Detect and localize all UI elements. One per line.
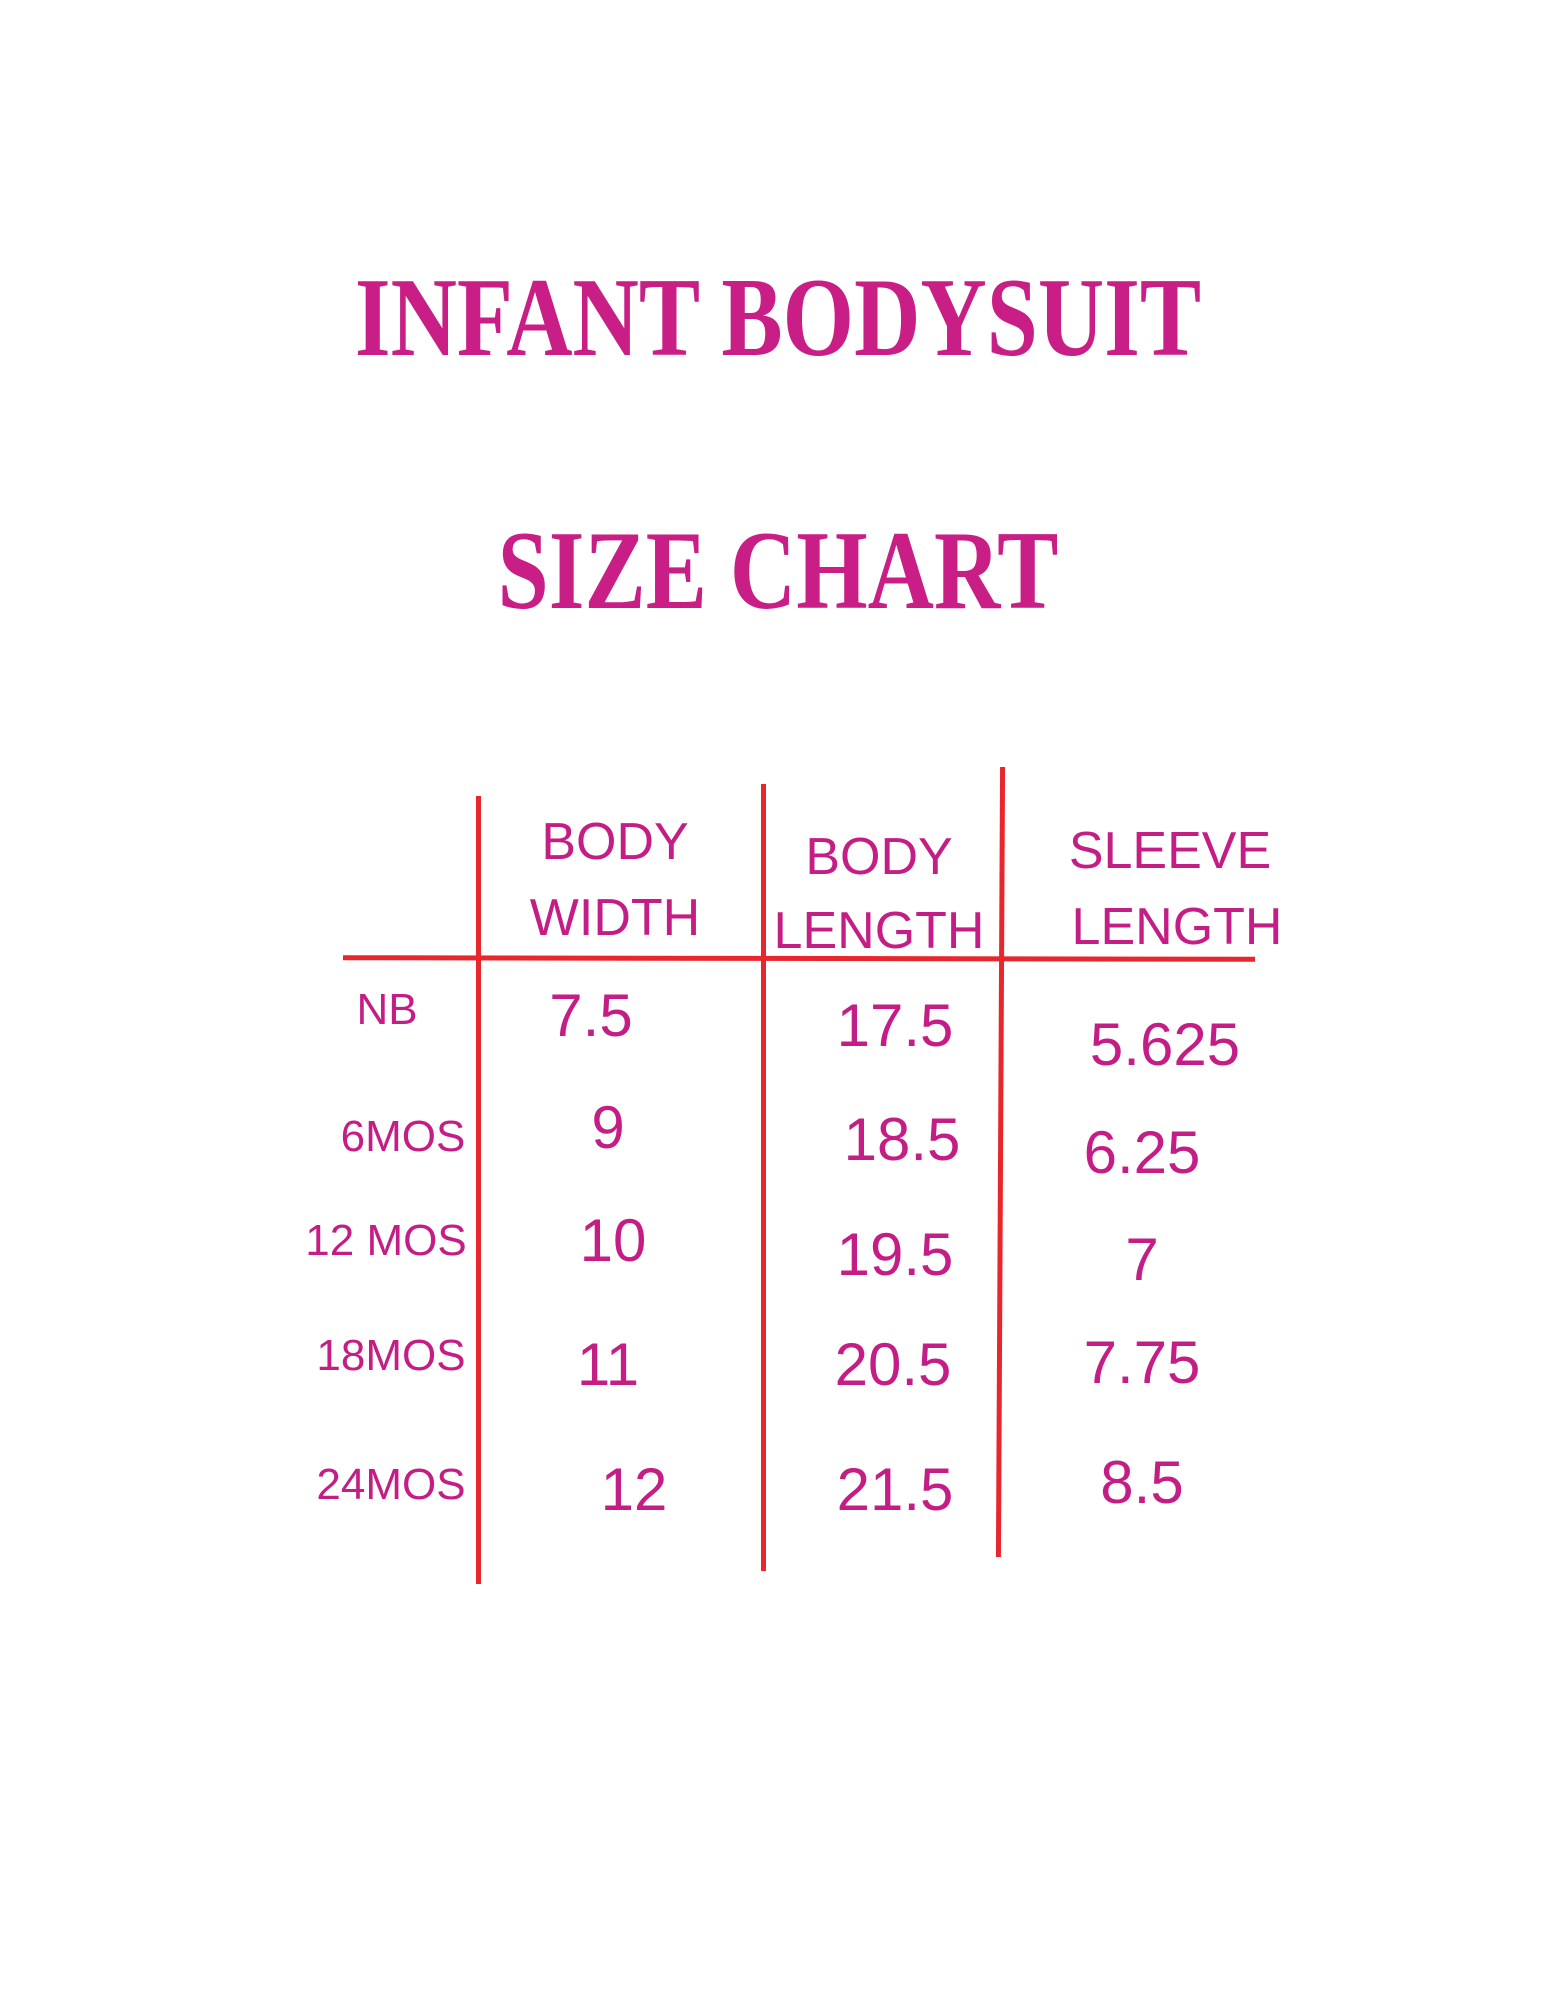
cell-body-length: 21.5 bbox=[836, 1456, 954, 1523]
row-label: NB bbox=[356, 985, 418, 1034]
column-divider-1 bbox=[476, 796, 481, 1584]
row-label: 18MOS bbox=[316, 1331, 466, 1380]
header-body-length-line1: BODY bbox=[805, 828, 953, 886]
cell-body-width: 12 bbox=[600, 1456, 668, 1523]
cell-body-length: 18.5 bbox=[843, 1106, 961, 1173]
cell-sleeve-length: 5.625 bbox=[1089, 1011, 1241, 1078]
header-sleeve-length-line1: SLEEVE bbox=[1068, 822, 1272, 880]
title-line-1: INFANT BODYSUIT bbox=[354, 256, 1202, 380]
row-label: 24MOS bbox=[316, 1460, 466, 1509]
cell-body-length: 17.5 bbox=[836, 992, 954, 1059]
column-divider-2 bbox=[761, 784, 766, 1571]
cell-body-width: 11 bbox=[576, 1331, 640, 1398]
header-sleeve-length-line2: LENGTH bbox=[1071, 898, 1283, 956]
cell-body-width: 9 bbox=[591, 1094, 625, 1161]
cell-body-width: 7.5 bbox=[549, 982, 633, 1049]
column-divider-3 bbox=[995, 766, 1006, 1558]
row-label: 12 MOS bbox=[305, 1216, 467, 1265]
cell-body-length: 19.5 bbox=[836, 1221, 954, 1288]
row-label: 6MOS bbox=[340, 1112, 466, 1161]
cell-sleeve-length: 8.5 bbox=[1100, 1449, 1184, 1516]
cell-sleeve-length: 7 bbox=[1125, 1226, 1159, 1293]
header-body-width-line1: BODY bbox=[541, 813, 689, 871]
header-body-length-line2: LENGTH bbox=[773, 902, 985, 960]
cell-sleeve-length: 6.25 bbox=[1083, 1119, 1201, 1186]
cell-body-length: 20.5 bbox=[834, 1331, 952, 1398]
cell-sleeve-length: 7.75 bbox=[1083, 1329, 1201, 1396]
cell-body-width: 10 bbox=[579, 1207, 647, 1274]
title-line-2: SIZE CHART bbox=[497, 509, 1059, 633]
header-body-width-line2: WIDTH bbox=[529, 889, 701, 947]
